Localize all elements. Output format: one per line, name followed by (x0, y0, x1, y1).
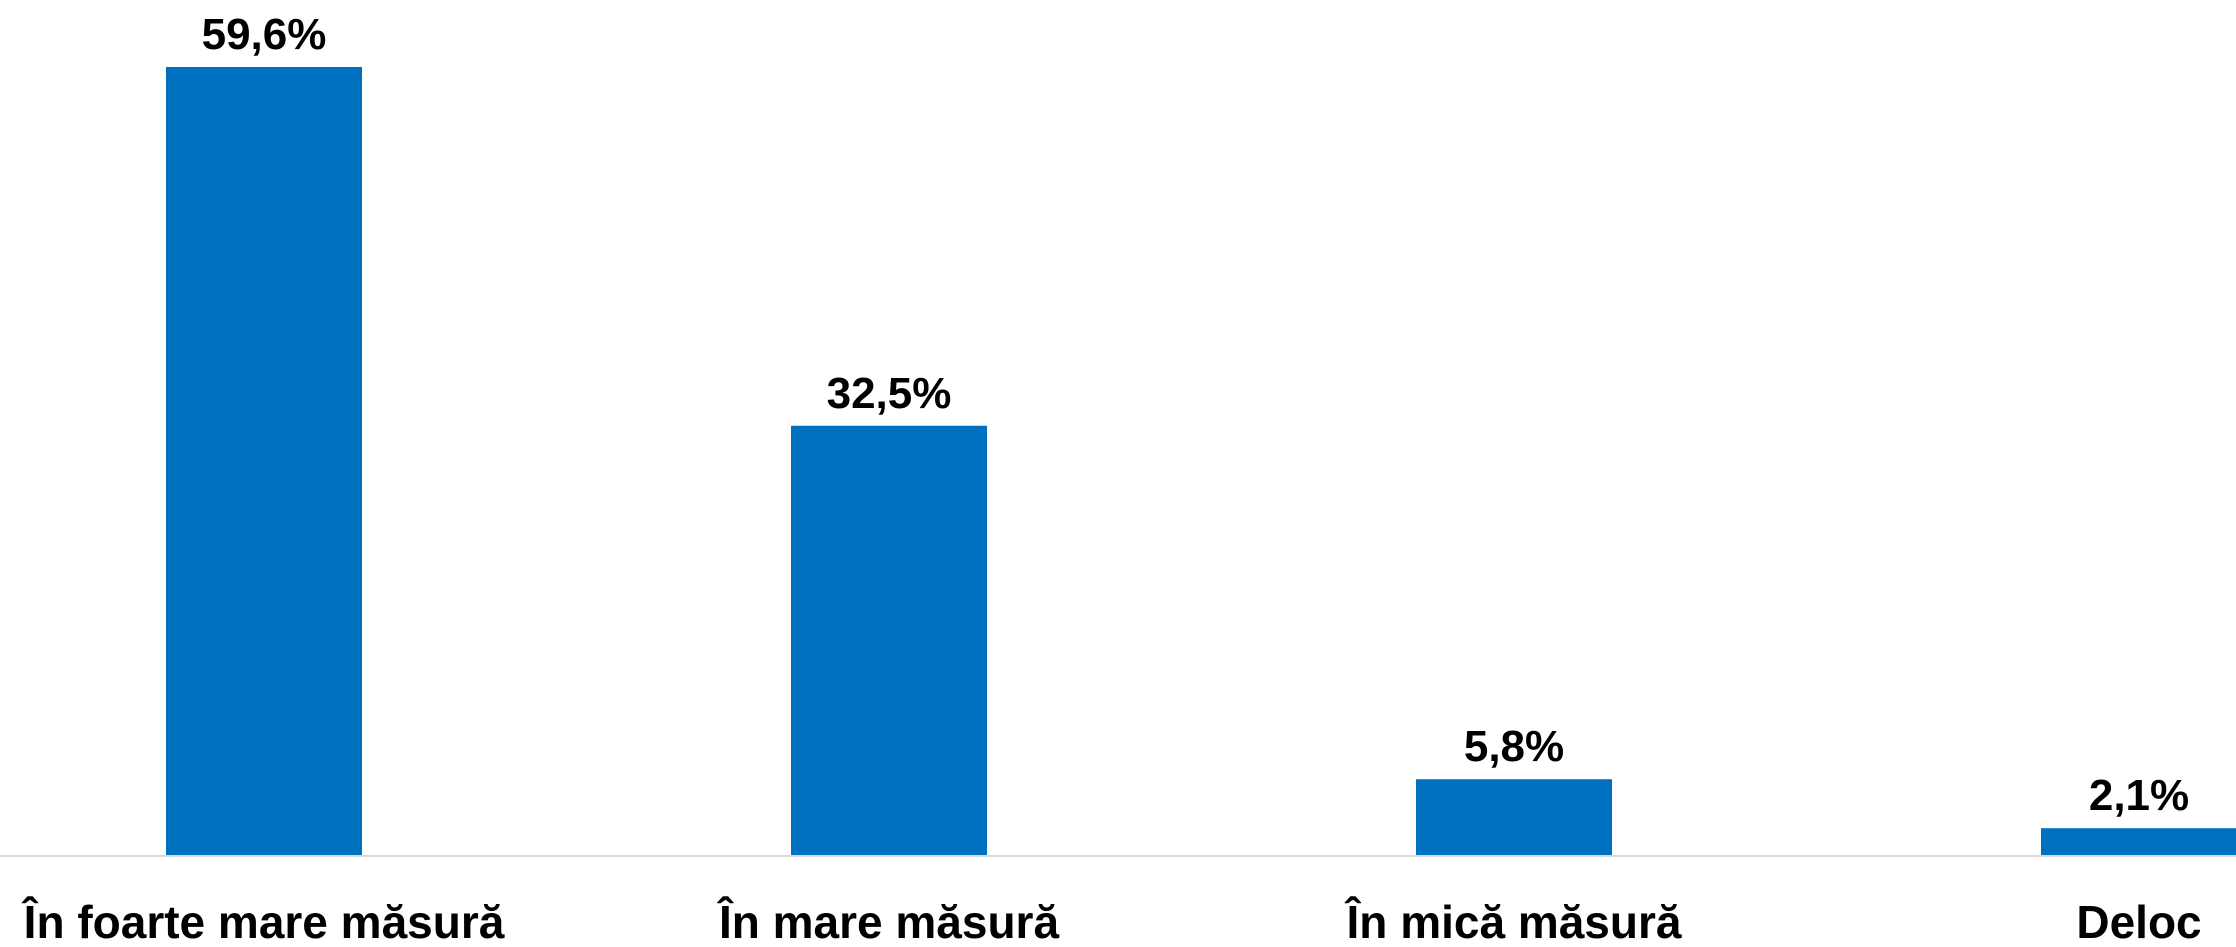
category-label-4: Deloc (2076, 896, 2201, 947)
category-label-2: În mare măsură (717, 896, 1059, 947)
category-label-3: În mică măsură (1345, 896, 1682, 947)
bars-group (166, 67, 2236, 856)
value-labels-group: 59,6% 32,5% 5,8% 2,1% (202, 10, 2190, 820)
value-label-1: 59,6% (202, 10, 327, 59)
value-label-2: 32,5% (827, 369, 952, 418)
category-label-1: În foarte mare măsură (22, 896, 505, 947)
bar-2 (791, 425, 987, 856)
value-label-3: 5,8% (1464, 722, 1564, 771)
value-label-4: 2,1% (2089, 771, 2189, 820)
bar-1 (166, 67, 362, 856)
category-labels-group: În foarte mare măsură În mare măsură În mi… (22, 896, 2202, 947)
bar-3 (1416, 779, 1612, 856)
bar-4 (2041, 828, 2236, 856)
